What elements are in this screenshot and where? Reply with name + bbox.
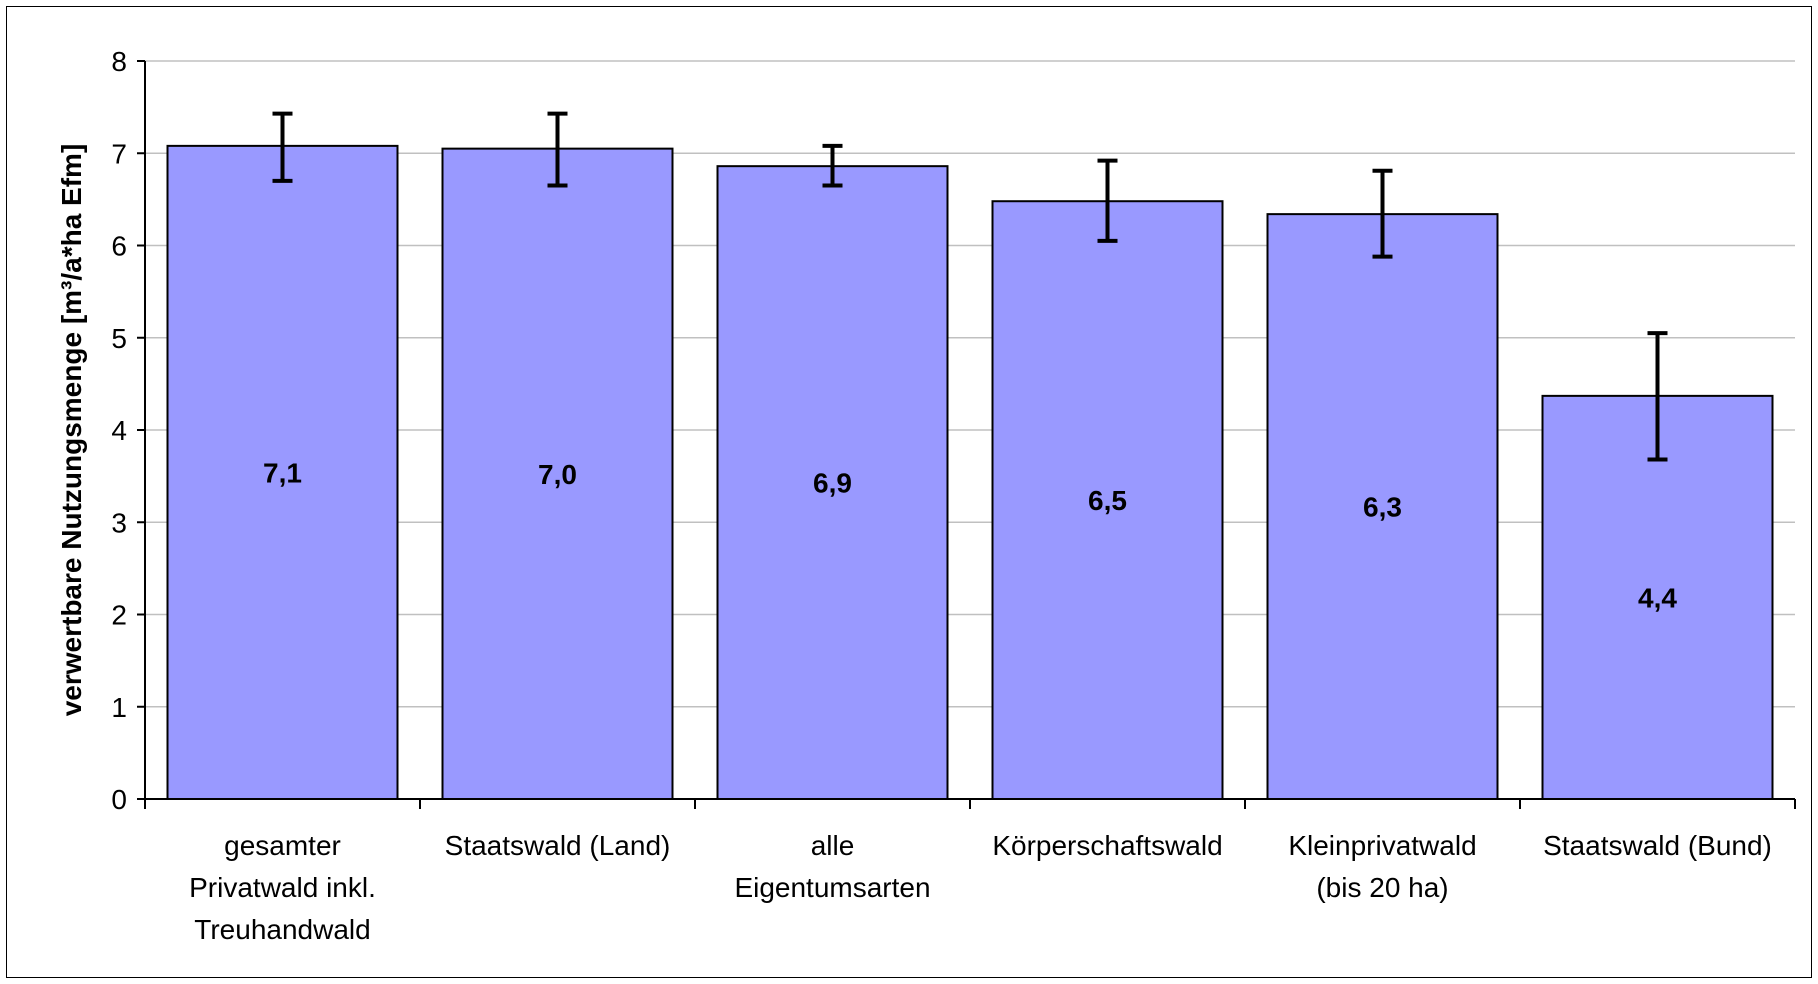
y-tick-label: 2 xyxy=(111,600,127,631)
x-tick-label: alle Eigentumsarten xyxy=(734,830,930,903)
x-tick-label-line: Eigentumsarten xyxy=(734,872,930,903)
bar xyxy=(1541,394,1774,800)
data-label: 4,4 xyxy=(1638,582,1677,613)
y-tick-label: 8 xyxy=(111,46,127,77)
x-tick-label: Staatswald (Bund) xyxy=(1543,830,1772,861)
x-tick-label: Kleinprivatwald (bis 20 ha) xyxy=(1288,830,1476,903)
y-tick-label: 3 xyxy=(111,507,127,538)
x-tick-label-line: Staatswald (Bund) xyxy=(1543,830,1772,861)
data-label: 6,3 xyxy=(1363,492,1402,523)
y-tick-label: 0 xyxy=(111,784,127,815)
y-tick-label: 1 xyxy=(111,692,127,723)
x-tick-label-line: Staatswald (Land) xyxy=(445,830,671,861)
bar xyxy=(441,147,674,800)
y-axis-title: verwertbare Nutzungsmenge [m³/a*ha Efm] xyxy=(56,144,87,717)
bar-chart: 7,1 7,0 6,9 6,5 6,3 4,4 0 1 2 3 4 5 6 7 8 gesamter Priva… xyxy=(56,46,1796,945)
y-tick-label: 4 xyxy=(111,415,127,446)
x-tick-label-line: gesamter xyxy=(224,830,341,861)
bar xyxy=(716,165,949,801)
x-tick-label: gesamter Privatwald inkl. Treuhandwald xyxy=(189,830,376,945)
x-tick-label: Staatswald (Land) xyxy=(445,830,671,861)
y-tick-label: 6 xyxy=(111,231,127,262)
y-tick-label: 5 xyxy=(111,323,127,354)
data-label: 6,9 xyxy=(813,468,852,499)
chart-frame: 7,1 7,0 6,9 6,5 6,3 4,4 0 1 2 3 4 5 6 7 8 gesamter Priva… xyxy=(6,6,1812,978)
data-label: 7,0 xyxy=(538,459,577,490)
x-tick-label-line: Kleinprivatwald xyxy=(1288,830,1476,861)
bar xyxy=(166,144,399,800)
x-tick-label-line: Körperschaftswald xyxy=(992,830,1222,861)
x-tick-label: Körperschaftswald xyxy=(992,830,1222,861)
x-tick-label-line: Treuhandwald xyxy=(194,914,370,945)
data-label: 7,1 xyxy=(263,457,302,488)
x-tick-label-line: alle xyxy=(811,830,855,861)
y-tick-label: 7 xyxy=(111,138,127,169)
x-tick-label-line: (bis 20 ha) xyxy=(1316,872,1448,903)
bar xyxy=(991,200,1224,801)
x-tick-label-line: Privatwald inkl. xyxy=(189,872,376,903)
data-label: 6,5 xyxy=(1088,485,1127,516)
bar xyxy=(1266,213,1499,800)
